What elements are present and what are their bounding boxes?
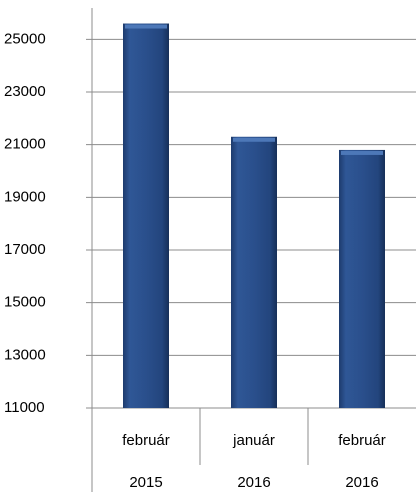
y-tick-label: 17000	[4, 241, 46, 258]
y-tick-label: 23000	[4, 83, 46, 100]
bar-cap	[341, 150, 383, 155]
y-tick-label: 15000	[4, 294, 46, 311]
bar-cap	[233, 137, 275, 142]
bar-cap	[125, 24, 167, 29]
y-tick-label: 19000	[4, 188, 46, 205]
x-group-label: 2016	[345, 474, 378, 491]
y-tick-label: 21000	[4, 136, 46, 153]
x-tick-label: február	[338, 432, 386, 449]
x-tick-label: február	[122, 432, 170, 449]
y-tick-label: 11000	[4, 399, 45, 416]
x-tick-label: január	[232, 432, 275, 449]
bar	[339, 149, 385, 408]
x-group-label: 2015	[129, 474, 162, 491]
y-tick-label: 13000	[4, 346, 46, 363]
x-group-label: 2016	[237, 474, 270, 491]
bar	[231, 136, 277, 408]
bar	[123, 23, 169, 409]
y-tick-label: 25000	[4, 30, 46, 47]
